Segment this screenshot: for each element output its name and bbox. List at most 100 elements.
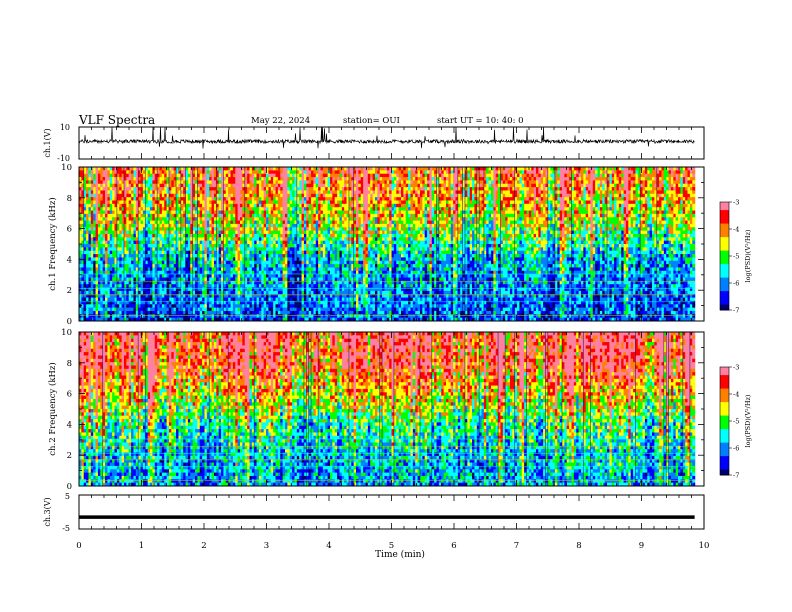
spectrogram-cell [119,190,123,195]
spectrogram-cell [273,193,277,198]
spectrogram-cell [315,233,319,238]
spectrogram-cell [223,193,227,198]
spectrogram-cell [263,170,267,175]
spectrogram-cell [228,237,232,242]
spectrogram-cell [311,267,315,272]
spectrogram-cell [242,223,246,228]
spectrogram-cell [223,250,227,255]
spectrogram-cell [311,310,315,315]
spectrogram-cell [277,297,281,302]
spectrogram-cell [223,210,227,215]
spectrogram-cell [232,307,236,312]
spectrogram-cell [114,287,118,292]
spectrogram-cell [256,280,260,285]
spectrogram-cell [256,170,260,175]
spectrogram-cell [213,183,217,188]
spectrogram-cell [275,250,279,255]
spectrogram-cell [318,173,322,178]
spectrogram-cell [119,280,123,285]
spectrogram-cell [235,274,239,279]
spectrogram-cell [100,304,104,309]
spectrogram-cell [147,223,151,228]
spectrogram-cell [206,213,210,218]
spectrogram-cell [86,257,90,262]
spectrogram-cell [119,230,123,235]
spectrogram-cell [251,197,255,202]
spectrogram-cell [173,167,177,171]
spectrogram-cell [299,227,303,232]
spectrogram-cell [299,237,303,242]
spectrogram-cell [199,237,203,242]
spectrogram-cell [299,207,303,212]
spectrogram-cell [240,267,243,272]
spectrogram-cell [315,287,319,292]
spectrogram-cell [221,247,225,252]
spectrogram-cell [318,197,322,202]
spectrogram-cell [299,190,303,195]
spectrogram-cell [171,264,175,269]
spectrogram-cell [116,193,120,198]
spectrogram-cell [315,300,319,305]
spectrogram-cell [159,274,163,279]
spectrogram-cell [86,237,90,242]
spectrogram-cell [95,180,99,185]
spectrogram-cell [123,294,127,299]
spectrogram-cell [109,314,113,319]
spectrogram-cell [97,284,101,289]
spectrogram-cell [299,210,303,215]
spectrogram-cell [225,173,229,178]
spectrogram-cell [289,264,293,269]
spectrogram-cell [164,213,168,218]
spectrogram-cell [197,290,201,295]
spectrogram-cell [232,237,236,242]
spectrogram-cell [318,200,322,205]
spectrogram-cell [90,237,94,242]
spectrogram-cell [135,213,139,218]
spectrogram-cell [249,270,253,275]
spectrogram-cell [223,304,227,309]
spectrogram-cell [251,264,255,269]
spectrogram-cell [254,210,258,215]
spectrogram-cell [273,237,277,242]
spectrogram-cell [232,277,236,282]
spectrogram-cell [95,264,99,269]
spectrogram-cell [225,310,229,315]
spectrogram-cell [147,190,151,195]
spectrogram-cell [173,244,177,248]
spectrogram-cell [154,223,158,228]
spectrogram-cell [168,300,172,305]
spectrogram-cell [199,264,203,269]
spectrogram-cell [79,294,82,299]
spectrogram-cell [109,310,113,315]
spectrogram-cell [211,237,215,242]
spectrogram-cell [280,300,284,305]
spectrogram-cell [232,183,236,188]
spectrogram-cell [263,277,267,282]
spectrogram-cell [268,233,272,238]
spectrogram-cell [107,280,111,285]
spectrogram-cell [289,257,293,262]
spectrogram-cell [164,314,168,319]
spectrogram-cell [109,173,113,178]
spectrogram-cell [147,167,151,171]
spectrogram-cell [244,274,248,279]
spectrogram-cell [116,167,120,171]
spectrogram-cell [178,277,182,282]
spectrogram-cell [88,257,92,262]
spectrogram-cell [221,180,225,185]
spectrogram-cell [112,297,116,302]
spectrogram-cell [86,220,90,225]
spectrogram-cell [180,183,184,188]
spectrogram-cell [173,247,177,252]
spectrogram-cell [173,300,177,305]
spectrogram-cell [213,190,217,195]
spectrogram-cell [256,200,260,205]
spectrogram-cell [213,230,217,235]
spectrogram-cell [202,307,206,312]
spectrogram-cell [306,203,310,208]
spectrogram-cell [93,210,97,215]
spectrogram-cell [114,207,118,212]
spectrogram-cell [313,244,317,248]
spectrogram-cell [190,187,194,192]
spectrogram-cell [97,254,101,258]
